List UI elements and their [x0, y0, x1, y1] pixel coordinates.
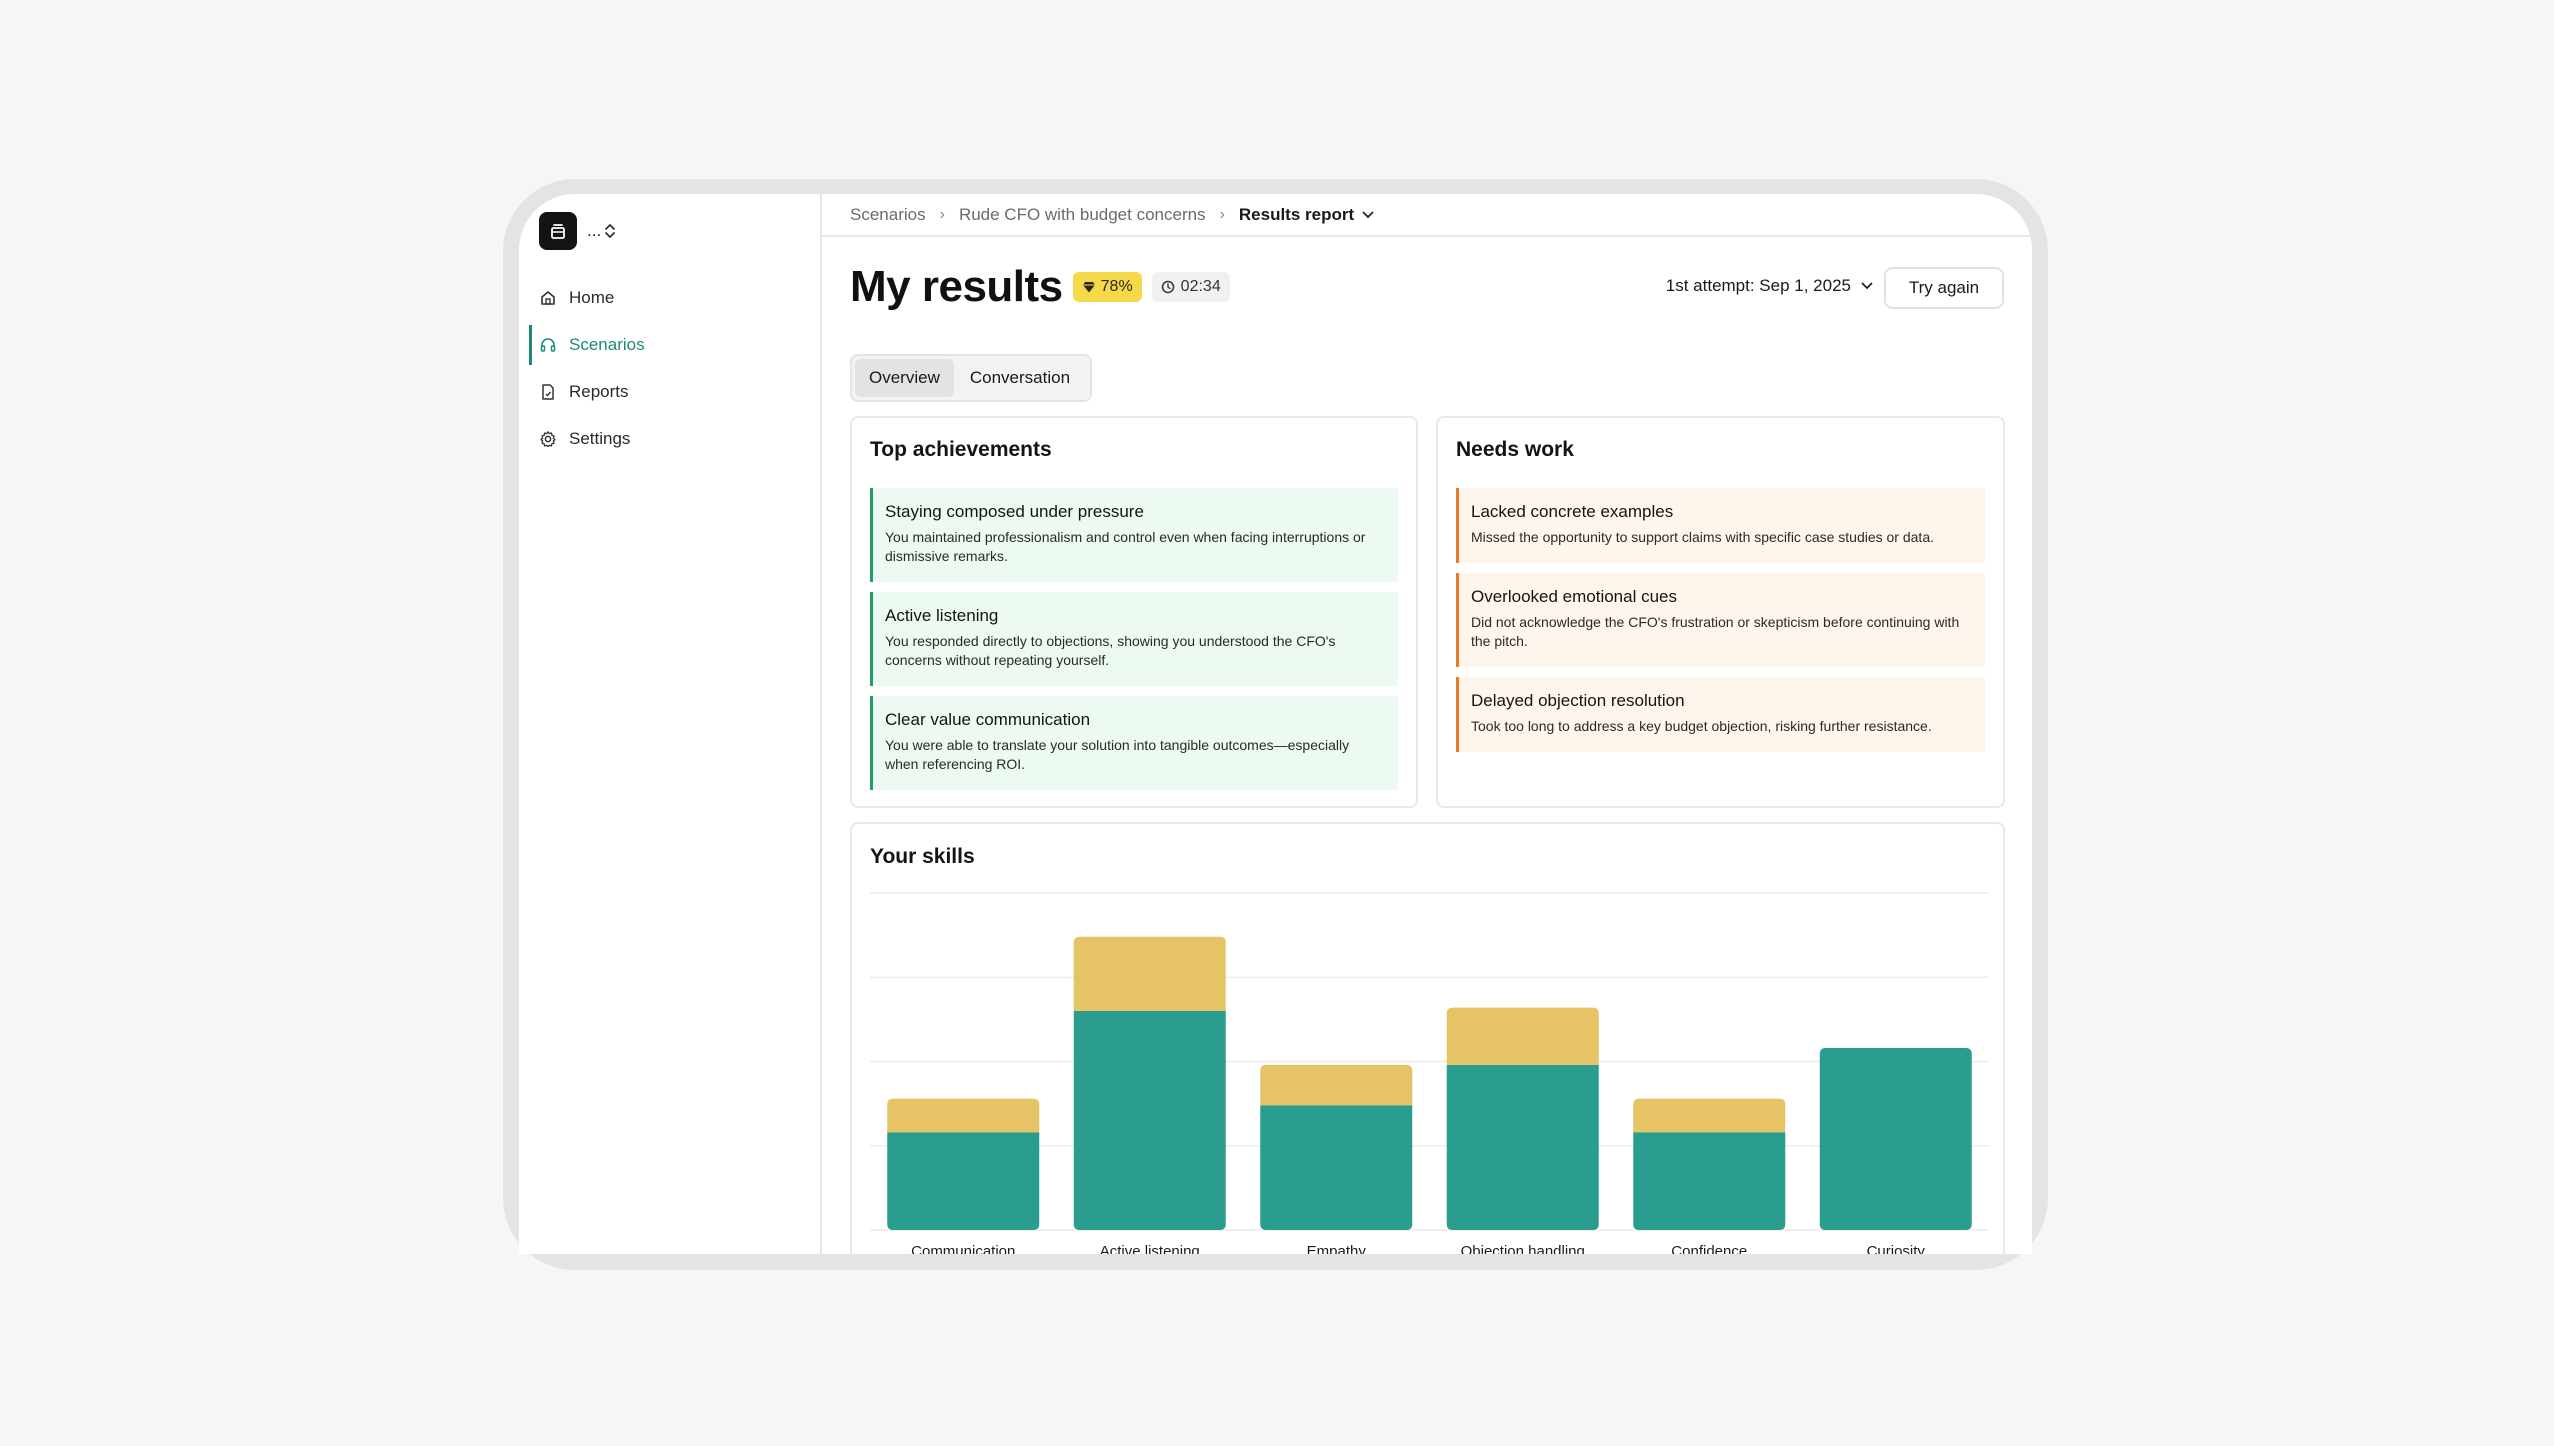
- title-row: My results 78% 02:34: [850, 262, 1230, 312]
- achievement-title: Active listening: [885, 606, 999, 625]
- bar-score[interactable]: [1446, 1064, 1599, 1230]
- achievement-desc: You were able to translate your solution…: [885, 737, 1350, 772]
- needs-work-item-title: Delayed objection resolution: [1471, 691, 1685, 710]
- achievement-desc: You maintained professionalism and contr…: [885, 529, 1366, 564]
- breadcrumb: Scenarios › Rude CFO with budget concern…: [822, 194, 2032, 237]
- achievement-title: Clear value communication: [885, 710, 1091, 729]
- needs-work-item-desc: Did not acknowledge the CFO's frustratio…: [1471, 614, 1960, 649]
- main-content: Scenarios › Rude CFO with budget concern…: [822, 194, 2032, 1254]
- bar-gain[interactable]: [1633, 1098, 1786, 1133]
- sidebar-item-home[interactable]: Home: [529, 278, 809, 318]
- attempt-label: 1st attempt: Sep 1, 2025: [1665, 276, 1851, 295]
- bar-score[interactable]: [1819, 1048, 1972, 1230]
- bar-score[interactable]: [887, 1132, 1040, 1230]
- bar-gain[interactable]: [887, 1098, 1040, 1133]
- achievement-item: Staying composed under pressure You main…: [870, 488, 1398, 582]
- x-tick-label: Active listening: [1100, 1243, 1200, 1254]
- time-value: 02:34: [1180, 278, 1221, 295]
- achievements-title: Top achievements: [870, 438, 1052, 461]
- workspace-switcher[interactable]: ...: [539, 212, 616, 250]
- logo-icon: [551, 224, 565, 239]
- achievements-card: Top achievements Staying composed under …: [850, 416, 1418, 808]
- tab-bar: Overview Conversation: [850, 354, 1092, 402]
- bar-score[interactable]: [1633, 1132, 1786, 1230]
- clock-icon: [1161, 280, 1174, 294]
- needs-work-title: Needs work: [1456, 438, 1574, 461]
- breadcrumb-current[interactable]: Results report: [1239, 205, 1374, 225]
- score-badge: 78%: [1072, 272, 1142, 302]
- breadcrumb-scenario[interactable]: Rude CFO with budget concerns: [958, 204, 1206, 224]
- chevron-down-icon: [1861, 282, 1873, 290]
- x-tick-label: Curiosity: [1867, 1243, 1926, 1254]
- headset-icon: [540, 338, 556, 352]
- needs-work-card: Needs work Lacked concrete examples Miss…: [1436, 416, 2005, 808]
- home-icon: [541, 291, 555, 305]
- sidebar-item-settings[interactable]: Settings: [529, 419, 809, 459]
- sidebar-item-reports[interactable]: Reports: [529, 372, 809, 412]
- skills-chart: Communication Active listening Empathy Obje…: [870, 892, 1989, 1254]
- achievement-desc: You responded directly to objections, sh…: [885, 633, 1336, 668]
- needs-work-item-title: Overlooked emotional cues: [1471, 587, 1678, 606]
- gear-icon: [540, 431, 556, 448]
- needs-work-item-title: Lacked concrete examples: [1471, 502, 1674, 521]
- x-tick-label: Objection handling: [1461, 1243, 1585, 1254]
- x-tick-label: Empathy: [1307, 1243, 1367, 1254]
- sidebar-item-label: Scenarios: [569, 335, 645, 354]
- breadcrumb-current-label: Results report: [1238, 204, 1355, 224]
- sidebar-item-label: Home: [569, 288, 615, 307]
- app-window: ... Home Scenarios Reports Settings Scen…: [519, 194, 2032, 1254]
- achievement-title: Staying composed under pressure: [885, 502, 1144, 521]
- chevron-right-icon: ›: [939, 205, 945, 223]
- achievement-item: Clear value communication You were able …: [870, 696, 1398, 790]
- workspace-label: ...: [587, 221, 602, 240]
- bar-gain[interactable]: [1073, 936, 1226, 1011]
- sidebar-item-label: Settings: [569, 429, 631, 448]
- needs-work-item-desc: Took too long to address a key budget ob…: [1471, 718, 1932, 734]
- x-tick-label: Confidence: [1671, 1243, 1747, 1254]
- sidebar-item-scenarios[interactable]: Scenarios: [529, 325, 809, 365]
- skills-card: Your skills Communication Active listenin…: [850, 822, 2005, 1254]
- needs-work-item: Overlooked emotional cues Did not acknow…: [1456, 573, 1985, 667]
- bar-gain[interactable]: [1446, 1007, 1599, 1065]
- needs-work-item: Delayed objection resolution Took too lo…: [1456, 677, 1985, 752]
- sidebar-item-label: Reports: [569, 382, 629, 401]
- page-title: My results: [850, 262, 1063, 311]
- tab-overview[interactable]: Overview: [855, 359, 954, 397]
- bar-score[interactable]: [1260, 1105, 1413, 1230]
- chevron-right-icon: ›: [1219, 205, 1225, 223]
- time-badge: 02:34: [1151, 272, 1230, 302]
- tab-conversation[interactable]: Conversation: [969, 368, 1071, 387]
- report-icon: [542, 384, 554, 400]
- score-value: 78%: [1100, 278, 1133, 295]
- attempt-select[interactable]: 1st attempt: Sep 1, 2025: [1666, 276, 1873, 296]
- chevron-updown-icon: [605, 224, 616, 238]
- skills-title: Your skills: [870, 845, 975, 868]
- x-tick-label: Communication: [911, 1243, 1015, 1254]
- needs-work-item: Lacked concrete examples Missed the oppo…: [1456, 488, 1985, 563]
- app-logo: [539, 212, 577, 250]
- bar-gain[interactable]: [1260, 1064, 1413, 1106]
- achievement-item: Active listening You responded directly …: [870, 592, 1398, 686]
- diamond-icon: [1082, 282, 1095, 293]
- needs-work-item-desc: Missed the opportunity to support claims…: [1471, 529, 1934, 545]
- try-again-button[interactable]: Try again: [1884, 267, 2004, 309]
- sidebar: ... Home Scenarios Reports Settings: [519, 194, 822, 1254]
- breadcrumb-scenarios[interactable]: Scenarios: [850, 204, 926, 224]
- bar-score[interactable]: [1073, 1010, 1226, 1230]
- chevron-down-icon: [1362, 211, 1374, 218]
